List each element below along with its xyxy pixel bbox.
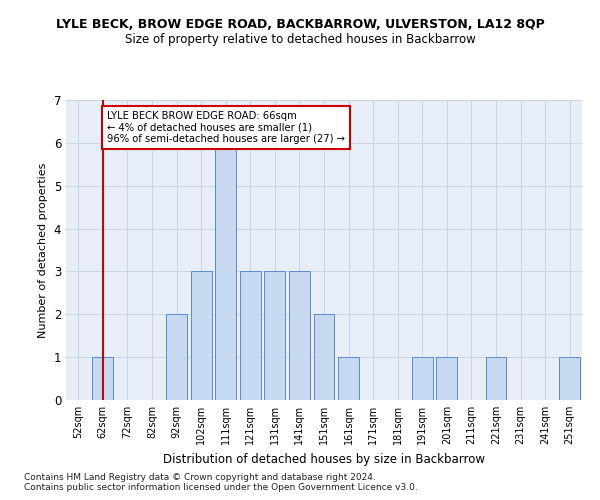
Text: Size of property relative to detached houses in Backbarrow: Size of property relative to detached ho… [125, 32, 475, 46]
Text: LYLE BECK, BROW EDGE ROAD, BACKBARROW, ULVERSTON, LA12 8QP: LYLE BECK, BROW EDGE ROAD, BACKBARROW, U… [56, 18, 544, 30]
Bar [485, 357, 506, 400]
Bar [436, 357, 457, 400]
Bar [215, 143, 236, 400]
Text: Contains HM Land Registry data © Crown copyright and database right 2024.: Contains HM Land Registry data © Crown c… [24, 472, 376, 482]
Bar [559, 357, 580, 400]
Text: Contains public sector information licensed under the Open Government Licence v3: Contains public sector information licen… [24, 484, 418, 492]
Bar [191, 272, 212, 400]
Y-axis label: Number of detached properties: Number of detached properties [38, 162, 48, 338]
Bar [338, 357, 359, 400]
Bar [240, 272, 261, 400]
Bar [92, 357, 113, 400]
X-axis label: Distribution of detached houses by size in Backbarrow: Distribution of detached houses by size … [163, 452, 485, 466]
Bar [314, 314, 334, 400]
Text: LYLE BECK BROW EDGE ROAD: 66sqm
← 4% of detached houses are smaller (1)
96% of s: LYLE BECK BROW EDGE ROAD: 66sqm ← 4% of … [107, 110, 344, 144]
Bar [265, 272, 286, 400]
Bar [166, 314, 187, 400]
Bar [289, 272, 310, 400]
Bar [412, 357, 433, 400]
